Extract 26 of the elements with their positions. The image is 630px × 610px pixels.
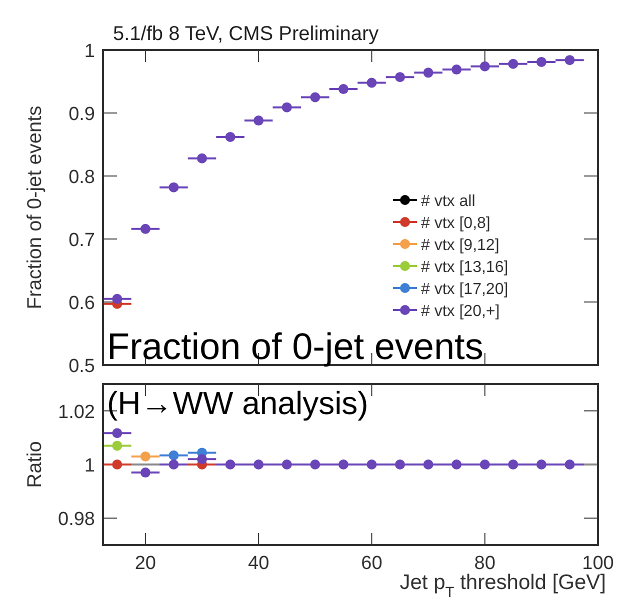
x-tick-label: 80 (474, 553, 496, 574)
legend-label: # vtx [9,12] (421, 237, 500, 254)
legend-label: # vtx [20,+] (421, 303, 500, 320)
annotation: (H→WW analysis) (107, 385, 368, 421)
legend-label: # vtx [17,20] (421, 281, 508, 298)
y-tick-label: 1 (84, 456, 95, 476)
y-axis-title: Ratio (24, 441, 46, 488)
legend-label: # vtx [0,8] (421, 215, 490, 232)
y-tick-label: 1.02 (58, 402, 95, 423)
y-axis-title: Fraction of 0-jet events (24, 106, 46, 310)
y-tick-label: 0.8 (68, 167, 95, 188)
x-tick-label: 40 (248, 553, 270, 574)
y-tick-label: 0.9 (68, 104, 95, 125)
chart-title: 5.1/fb 8 TeV, CMS Preliminary (113, 23, 379, 45)
legend-label: # vtx [13,16] (421, 259, 508, 276)
y-tick-label: 0.98 (58, 509, 95, 530)
y-tick-label: 0.7 (68, 230, 95, 251)
y-tick-label: 1 (84, 41, 95, 62)
x-tick-label: 60 (361, 553, 382, 574)
annotation: Fraction of 0-jet events (107, 326, 484, 367)
y-tick-label: 0.6 (68, 293, 95, 314)
legend-label: # vtx all (421, 193, 476, 210)
x-tick-label: 20 (134, 553, 156, 574)
x-tick-label: 100 (582, 553, 614, 574)
y-tick-label: 0.5 (68, 356, 95, 377)
x-axis-title: Jet p$_{T}$ threshold [GeV] (400, 571, 606, 601)
